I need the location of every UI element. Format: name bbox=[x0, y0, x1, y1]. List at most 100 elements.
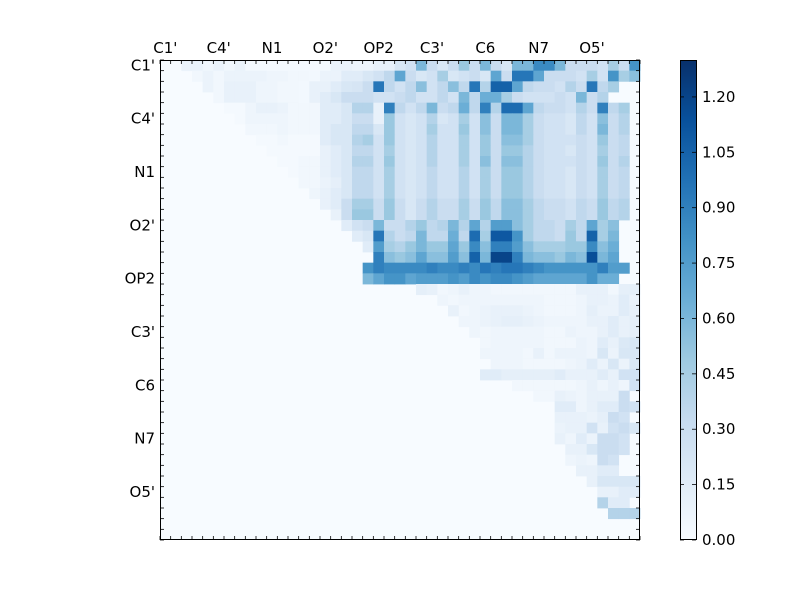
heatmap-cell bbox=[469, 156, 481, 168]
heatmap-cell bbox=[576, 380, 588, 392]
heatmap-cell bbox=[629, 401, 641, 413]
heatmap-cell bbox=[597, 230, 609, 242]
heatmap-cell bbox=[234, 92, 246, 104]
heatmap-cell bbox=[501, 60, 513, 72]
heatmap-cell bbox=[522, 134, 534, 146]
heatmap-cell bbox=[554, 273, 566, 285]
heatmap-cell bbox=[576, 209, 588, 221]
heatmap-cell bbox=[330, 188, 342, 200]
heatmap-cell bbox=[426, 198, 438, 210]
heatmap-cell bbox=[373, 166, 385, 178]
heatmap-cell bbox=[480, 305, 492, 317]
heatmap-cell bbox=[469, 262, 481, 274]
heatmap-cell bbox=[437, 198, 449, 210]
heatmap-cell bbox=[618, 390, 630, 402]
heatmap-cell bbox=[458, 262, 470, 274]
heatmap-cell bbox=[576, 230, 588, 242]
heatmap-cell bbox=[512, 348, 524, 360]
heatmap-cell bbox=[608, 70, 620, 82]
heatmap-cell bbox=[320, 102, 332, 114]
heatmap-cell bbox=[352, 156, 364, 168]
heatmap-cell bbox=[512, 198, 524, 210]
heatmap-cell bbox=[533, 294, 545, 306]
heatmap-cell bbox=[405, 81, 417, 93]
heatmap-cell bbox=[480, 113, 492, 125]
heatmap-cell bbox=[320, 60, 332, 72]
heatmap-cell bbox=[352, 92, 364, 104]
heatmap-cell bbox=[384, 166, 396, 178]
heatmap-cell bbox=[533, 209, 545, 221]
heatmap-cell bbox=[629, 60, 641, 72]
heatmap-cell bbox=[458, 70, 470, 82]
heatmap-cells bbox=[160, 60, 641, 540]
heatmap-cell bbox=[597, 209, 609, 221]
heatmap-cell bbox=[544, 113, 556, 125]
heatmap-cell bbox=[629, 348, 641, 360]
heatmap-cell bbox=[469, 134, 481, 146]
heatmap-cell bbox=[394, 145, 406, 157]
heatmap-cell bbox=[576, 241, 588, 253]
heatmap-cell bbox=[490, 70, 502, 82]
heatmap-cell bbox=[576, 401, 588, 413]
heatmap-cell bbox=[565, 412, 577, 424]
heatmap-cell bbox=[618, 188, 630, 200]
heatmap-cell bbox=[576, 134, 588, 146]
heatmap-cell bbox=[352, 230, 364, 242]
heatmap-cell bbox=[469, 60, 481, 72]
heatmap-cell bbox=[586, 166, 598, 178]
heatmap-cell bbox=[576, 454, 588, 466]
heatmap-cell bbox=[480, 337, 492, 349]
heatmap-cell bbox=[458, 241, 470, 253]
heatmap-cell bbox=[330, 145, 342, 157]
heatmap-cell bbox=[501, 81, 513, 93]
heatmap-cell bbox=[533, 92, 545, 104]
heatmap-cell bbox=[234, 60, 246, 72]
heatmap-cell bbox=[597, 252, 609, 264]
heatmap-cell bbox=[405, 124, 417, 136]
heatmap-cell bbox=[384, 124, 396, 136]
heatmap-cell bbox=[480, 70, 492, 82]
heatmap-cell bbox=[533, 70, 545, 82]
heatmap-cell bbox=[554, 284, 566, 296]
heatmap-cell bbox=[426, 220, 438, 232]
heatmap-cell bbox=[416, 241, 428, 253]
heatmap-cell bbox=[533, 305, 545, 317]
heatmap-cell bbox=[544, 337, 556, 349]
heatmap-cell bbox=[373, 134, 385, 146]
y-tick-label: C6 bbox=[135, 376, 155, 394]
heatmap-cell bbox=[533, 198, 545, 210]
heatmap-cell bbox=[480, 326, 492, 338]
heatmap-cell bbox=[586, 188, 598, 200]
heatmap-cell bbox=[544, 198, 556, 210]
heatmap-cell bbox=[565, 209, 577, 221]
heatmap-cell bbox=[416, 166, 428, 178]
heatmap-cell bbox=[288, 145, 300, 157]
heatmap-cell bbox=[554, 81, 566, 93]
heatmap-cell bbox=[533, 124, 545, 136]
heatmap-cell bbox=[554, 380, 566, 392]
heatmap-cell bbox=[512, 305, 524, 317]
heatmap-cell bbox=[501, 348, 513, 360]
heatmap-cell bbox=[522, 380, 534, 392]
heatmap-cell bbox=[533, 220, 545, 232]
heatmap-cell bbox=[458, 60, 470, 72]
heatmap-cell bbox=[448, 166, 460, 178]
heatmap-cell bbox=[544, 145, 556, 157]
heatmap-cell bbox=[533, 284, 545, 296]
colorbar-tick-label: 0.30 bbox=[702, 420, 735, 438]
heatmap-cell bbox=[480, 81, 492, 93]
heatmap-cell bbox=[437, 177, 449, 189]
heatmap-cell bbox=[362, 70, 374, 82]
x-tick-label: O5' bbox=[579, 39, 604, 57]
heatmap-cell bbox=[554, 252, 566, 264]
heatmap-cell bbox=[266, 113, 278, 125]
heatmap-cell bbox=[618, 358, 630, 370]
heatmap-cell bbox=[533, 134, 545, 146]
heatmap-cell bbox=[522, 337, 534, 349]
heatmap-cell bbox=[501, 358, 513, 370]
heatmap-cell bbox=[256, 134, 268, 146]
heatmap-cell bbox=[437, 241, 449, 253]
heatmap-cell bbox=[554, 401, 566, 413]
heatmap-cell bbox=[480, 156, 492, 168]
heatmap-cell bbox=[480, 188, 492, 200]
